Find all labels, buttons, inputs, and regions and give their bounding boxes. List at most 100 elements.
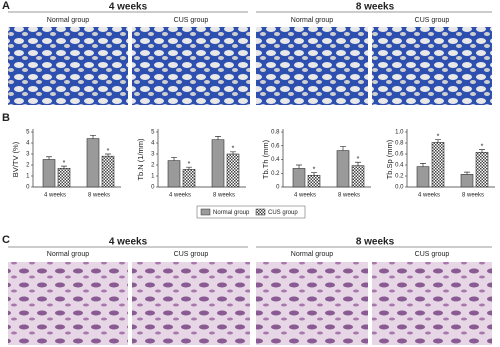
group-label: CUS group: [415, 251, 450, 258]
bar: [167, 160, 181, 188]
legend-swatch: [255, 208, 266, 216]
significance-marker: *: [313, 166, 316, 173]
micro-ct-image: [8, 27, 128, 105]
bar: [351, 165, 365, 188]
y-tick-label: 0.0: [395, 185, 404, 191]
error-bar: [105, 153, 111, 157]
x-tick-label: 4 weeks: [418, 193, 440, 199]
error-bar: [186, 166, 192, 170]
x-tick-label: 8 weeks: [462, 193, 484, 199]
micro-ct-image: [372, 27, 492, 105]
x-tick-label: 4 weeks: [44, 193, 66, 199]
bar: [211, 139, 225, 188]
y-tick-label: 0.2: [395, 174, 404, 180]
y-tick-label: 5: [26, 130, 30, 136]
y-axis-label: Tb.Sp (mm): [385, 139, 394, 179]
y-tick-label: 4: [26, 141, 30, 147]
legend-label: Normal group: [213, 210, 250, 216]
y-tick-label: 1: [151, 174, 155, 180]
error-bar: [311, 172, 317, 176]
bar: [101, 155, 115, 188]
y-tick-label: 2: [26, 163, 30, 169]
error-bar: [90, 134, 96, 139]
bar: [307, 175, 321, 188]
micro-ct-image: [256, 27, 368, 105]
significance-marker: *: [481, 143, 484, 150]
bar: [475, 152, 489, 188]
group-label: Normal group: [47, 17, 90, 24]
bar: [336, 150, 350, 188]
y-tick-label: 3: [26, 152, 30, 158]
error-bar: [171, 156, 177, 161]
bar: [460, 174, 474, 188]
significance-marker: *: [188, 161, 191, 168]
histology-image: [372, 262, 492, 345]
x-tick-label: 8 weeks: [88, 193, 110, 199]
y-tick-label: 5: [151, 130, 155, 136]
error-bar: [464, 171, 470, 175]
y-tick-label: 3: [151, 152, 155, 158]
group-label: CUS group: [174, 251, 209, 258]
error-bar: [230, 151, 236, 154]
error-bar: [479, 149, 485, 153]
bar: [431, 142, 445, 188]
y-tick-label: 0: [276, 185, 280, 191]
micro-ct-images: [8, 27, 492, 105]
error-bar: [435, 139, 441, 143]
x-tick-label: 4 weeks: [169, 193, 191, 199]
bar: [182, 169, 196, 188]
histology-image: [132, 262, 250, 345]
significance-marker: *: [107, 148, 110, 155]
legend-label: CUS group: [268, 210, 298, 216]
x-tick-label: 4 weeks: [294, 193, 316, 199]
period-header: 4 weeks: [109, 237, 148, 248]
error-bar: [340, 146, 346, 151]
period-header: 4 weeks: [109, 2, 148, 13]
x-tick-label: 8 weeks: [338, 193, 360, 199]
y-tick-label: 0.8: [271, 130, 280, 136]
y-tick-label: 1: [26, 174, 30, 180]
legend-swatch: [200, 208, 211, 216]
panel-label: A: [2, 0, 10, 12]
y-axis-label: Tb.N (1/mm): [136, 138, 145, 181]
bar: [292, 168, 306, 188]
bar: [416, 166, 430, 188]
y-tick-label: 0.8: [395, 141, 404, 147]
micro-ct-image: [132, 27, 250, 105]
y-tick-label: 1.0: [395, 130, 404, 136]
error-bar: [296, 164, 302, 169]
y-tick-label: 4: [151, 141, 155, 147]
y-tick-label: 0.4: [271, 157, 280, 163]
error-bar: [355, 161, 361, 166]
significance-marker: *: [357, 156, 360, 163]
y-tick-label: 0.4: [395, 163, 404, 169]
histology-images: [8, 262, 492, 345]
y-tick-label: 0.2: [271, 171, 280, 177]
group-label: Normal group: [47, 251, 90, 258]
significance-marker: *: [63, 160, 66, 167]
significance-marker: *: [437, 134, 440, 141]
x-tick-label: 8 weeks: [213, 193, 235, 199]
error-bar: [215, 136, 221, 140]
error-bar: [420, 163, 426, 167]
y-tick-label: 2: [151, 163, 155, 169]
panel-label: C: [2, 234, 10, 246]
y-axis-label: Tb.Th (mm): [261, 139, 270, 179]
error-bar: [61, 165, 67, 169]
histology-image: [256, 262, 368, 345]
significance-marker: *: [232, 146, 235, 153]
legend-frame: [196, 205, 306, 219]
error-bar: [46, 156, 52, 160]
group-label: CUS group: [415, 17, 450, 24]
period-header: 8 weeks: [356, 237, 395, 248]
group-label: CUS group: [174, 17, 209, 24]
y-axis-label: BV/TV (%): [11, 141, 20, 177]
y-tick-label: 0: [26, 185, 30, 191]
group-label: Normal group: [291, 251, 334, 258]
period-header: 8 weeks: [356, 2, 395, 13]
y-tick-label: 0.6: [271, 143, 280, 149]
y-tick-label: 0: [151, 185, 155, 191]
histology-image: [8, 262, 128, 345]
bar: [86, 138, 100, 188]
